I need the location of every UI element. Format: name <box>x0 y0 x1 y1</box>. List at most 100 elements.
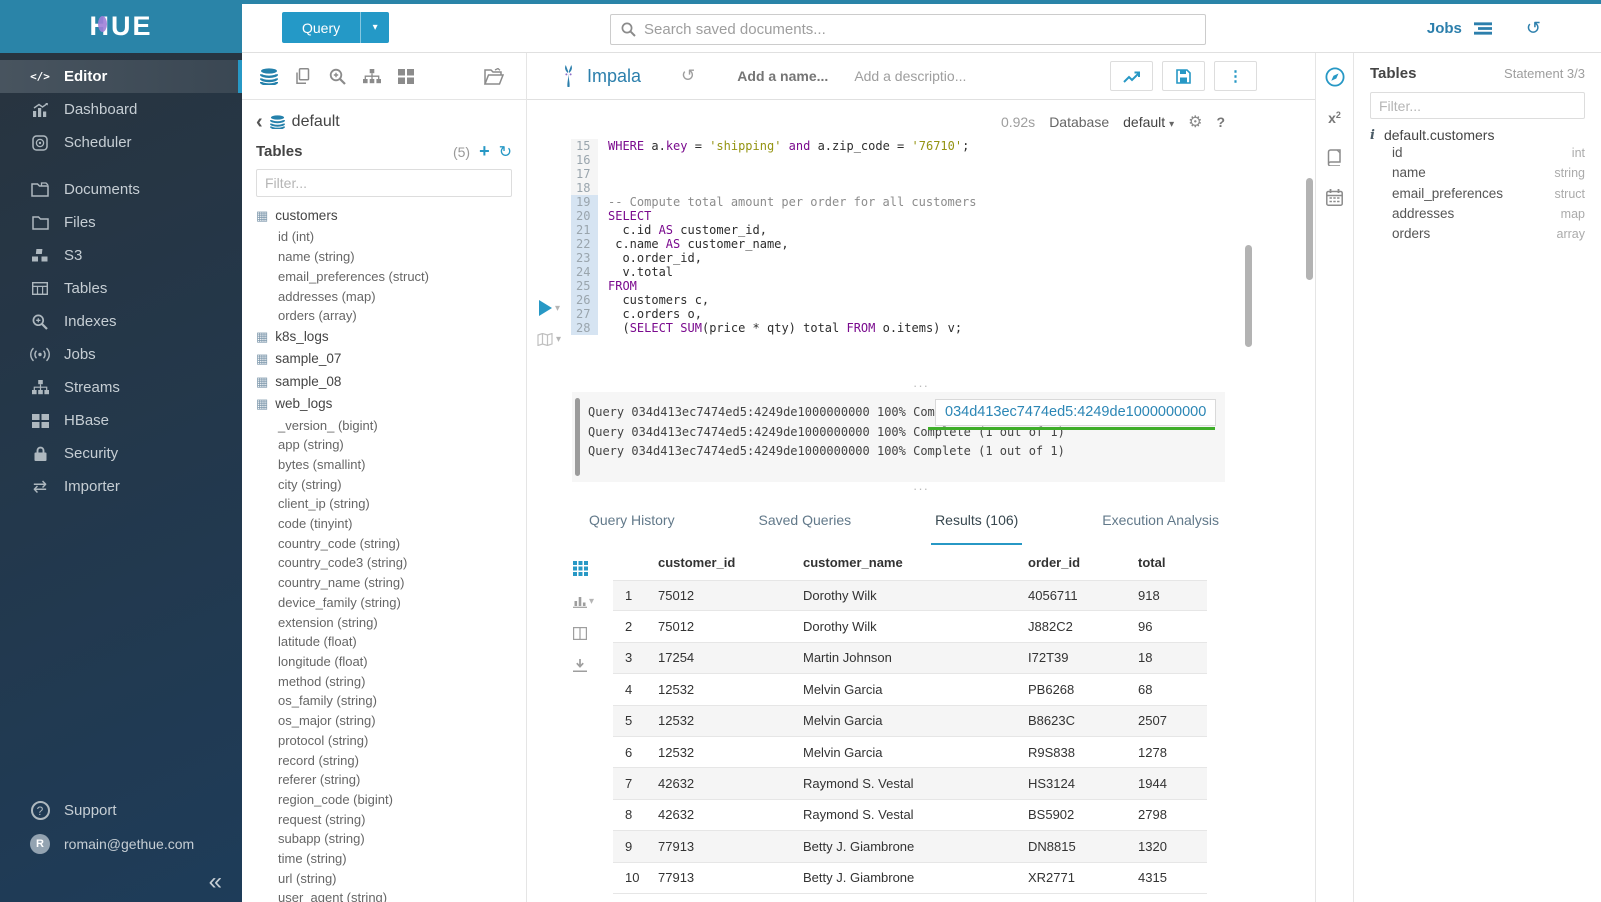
app-logo[interactable]: HUE <box>0 0 242 53</box>
column-row[interactable]: code (tinyint) <box>278 516 353 532</box>
column-row[interactable]: email_preferences (struct) <box>278 268 429 284</box>
breadcrumb-back-icon[interactable]: ‹ <box>256 111 263 133</box>
table-row[interactable]: ▦ sample_07 <box>256 348 526 370</box>
column-row[interactable]: record (string) <box>278 752 359 768</box>
column-row[interactable]: city (string) <box>278 476 342 492</box>
documents-source-icon[interactable] <box>295 67 312 85</box>
column-row[interactable]: name (string) <box>278 249 355 265</box>
sidebar-item-user[interactable]: R romain@gethue.com <box>0 827 242 860</box>
sidebar-item-dashboard[interactable]: Dashboard <box>0 93 242 126</box>
chart-view-icon[interactable]: ▾ <box>573 595 613 608</box>
apps-grid-icon[interactable] <box>398 68 414 84</box>
editor-scrollbar[interactable] <box>1245 245 1252 347</box>
sidebar-item-s3[interactable]: S3 <box>0 239 242 272</box>
active-table-row[interactable]: i default.customers <box>1370 127 1585 143</box>
sidebar-item-indexes[interactable]: Indexes <box>0 305 242 338</box>
column-row[interactable]: extension (string) <box>278 614 378 630</box>
sidebar-collapse-icon[interactable]: « <box>208 868 222 895</box>
search-plus-icon[interactable] <box>329 68 346 85</box>
column-row[interactable]: bytes (smallint) <box>278 456 366 472</box>
main-scrollbar[interactable] <box>1306 178 1313 280</box>
table-row[interactable]: ▦ sample_08 <box>256 371 526 393</box>
schema-column-row[interactable]: name string <box>1370 163 1585 183</box>
database-selector[interactable]: default ▾ <box>1123 114 1175 130</box>
column-row[interactable]: os_major (string) <box>278 713 376 729</box>
more-actions-button[interactable]: ⋮ <box>1214 61 1257 91</box>
column-row[interactable]: country_name (string) <box>278 575 405 591</box>
add-table-icon[interactable]: + <box>479 141 490 161</box>
sidebar-item-hbase[interactable]: HBase <box>0 404 242 437</box>
column-row[interactable]: user_agent (string) <box>278 890 388 902</box>
sidebar-item-streams[interactable]: Streams <box>0 371 242 404</box>
query-dropdown-caret[interactable]: ▾ <box>372 22 378 33</box>
column-row[interactable]: method (string) <box>278 673 366 689</box>
sidebar-item-documents[interactable]: Documents <box>0 173 242 206</box>
editor-help-icon[interactable]: ? <box>1216 114 1225 130</box>
column-row[interactable]: _version_ (bigint) <box>278 417 378 433</box>
table-row[interactable]: ▦ k8s_logs <box>256 326 526 348</box>
query-name-field[interactable]: Add a name... <box>737 68 829 84</box>
editor-minimap-icon[interactable]: ▾ <box>537 333 561 346</box>
column-row[interactable]: referer (string) <box>278 772 361 788</box>
column-row[interactable]: client_ip (string) <box>278 496 370 512</box>
query-history-icon[interactable]: ↺ <box>1525 17 1541 38</box>
resize-handle-bottom[interactable]: ··· <box>913 481 929 496</box>
column-row[interactable]: app (string) <box>278 437 344 453</box>
column-row[interactable]: orders (array) <box>278 308 357 324</box>
tab-saved-queries[interactable]: Saved Queries <box>758 512 852 528</box>
columns-view-icon[interactable] <box>573 627 613 640</box>
column-row[interactable]: longitude (float) <box>278 653 368 669</box>
jobs-list-icon[interactable] <box>1473 21 1492 35</box>
tables-filter-input[interactable] <box>256 169 512 197</box>
resize-handle-top[interactable]: ··· <box>913 378 929 393</box>
refresh-tables-icon[interactable]: ↻ <box>498 143 512 161</box>
jobs-link[interactable]: Jobs <box>1426 19 1462 37</box>
grid-view-icon[interactable] <box>573 561 613 576</box>
editor-history-icon[interactable]: ↺ <box>681 66 696 85</box>
language-reference-icon[interactable] <box>1326 149 1343 166</box>
tab-execution-analysis[interactable]: Execution Analysis <box>1102 512 1219 528</box>
right-filter-input[interactable] <box>1370 92 1585 119</box>
sidebar-item-support[interactable]: ? Support <box>0 794 242 827</box>
log-scrollbar[interactable] <box>575 398 580 476</box>
sidebar-item-security[interactable]: Security <box>0 437 242 470</box>
column-row[interactable]: id (int) <box>278 229 315 245</box>
assistant-compass-icon[interactable] <box>1324 67 1345 87</box>
chart-button[interactable] <box>1110 61 1153 91</box>
search-input[interactable] <box>644 21 1195 38</box>
column-row[interactable]: url (string) <box>278 870 337 886</box>
folder-open-icon[interactable] <box>484 67 504 85</box>
sitemap-icon[interactable] <box>363 68 381 84</box>
column-row[interactable]: latitude (float) <box>278 634 357 650</box>
schedule-icon[interactable] <box>1326 189 1343 206</box>
sidebar-item-scheduler[interactable]: Scheduler <box>0 126 242 159</box>
schema-column-row[interactable]: addresses map <box>1370 204 1585 224</box>
breadcrumb[interactable]: default <box>291 113 340 130</box>
column-row[interactable]: country_code (string) <box>278 535 401 551</box>
schema-column-row[interactable]: orders array <box>1370 224 1585 244</box>
column-row[interactable]: addresses (map) <box>278 288 376 304</box>
download-icon[interactable] <box>573 659 613 672</box>
sidebar-item-editor[interactable]: </> Editor <box>0 60 242 93</box>
column-row[interactable]: device_family (string) <box>278 594 401 610</box>
databases-source-icon[interactable] <box>260 67 278 85</box>
execute-options-caret[interactable]: ▾ <box>555 302 561 314</box>
info-icon[interactable]: i <box>1370 127 1375 143</box>
editor-settings-icon[interactable]: ⚙ <box>1188 114 1203 131</box>
column-row[interactable]: country_code3 (string) <box>278 555 408 571</box>
tab-query-history[interactable]: Query History <box>589 512 675 528</box>
execute-query-button[interactable] <box>539 300 552 316</box>
column-row[interactable]: request (string) <box>278 811 366 827</box>
table-row[interactable]: ▦ customers <box>256 205 526 227</box>
sidebar-item-tables[interactable]: Tables <box>0 272 242 305</box>
global-search[interactable] <box>610 14 1206 45</box>
column-row[interactable]: region_code (bigint) <box>278 791 393 807</box>
schema-column-row[interactable]: email_preferences struct <box>1370 184 1585 204</box>
column-row[interactable]: protocol (string) <box>278 732 369 748</box>
save-button[interactable] <box>1162 61 1205 91</box>
schema-column-row[interactable]: id int <box>1370 143 1585 163</box>
sidebar-item-files[interactable]: Files <box>0 206 242 239</box>
column-row[interactable]: subapp (string) <box>278 831 365 847</box>
query-id-link[interactable]: 034d413ec7474ed5:4249de1000000000 <box>935 399 1217 426</box>
